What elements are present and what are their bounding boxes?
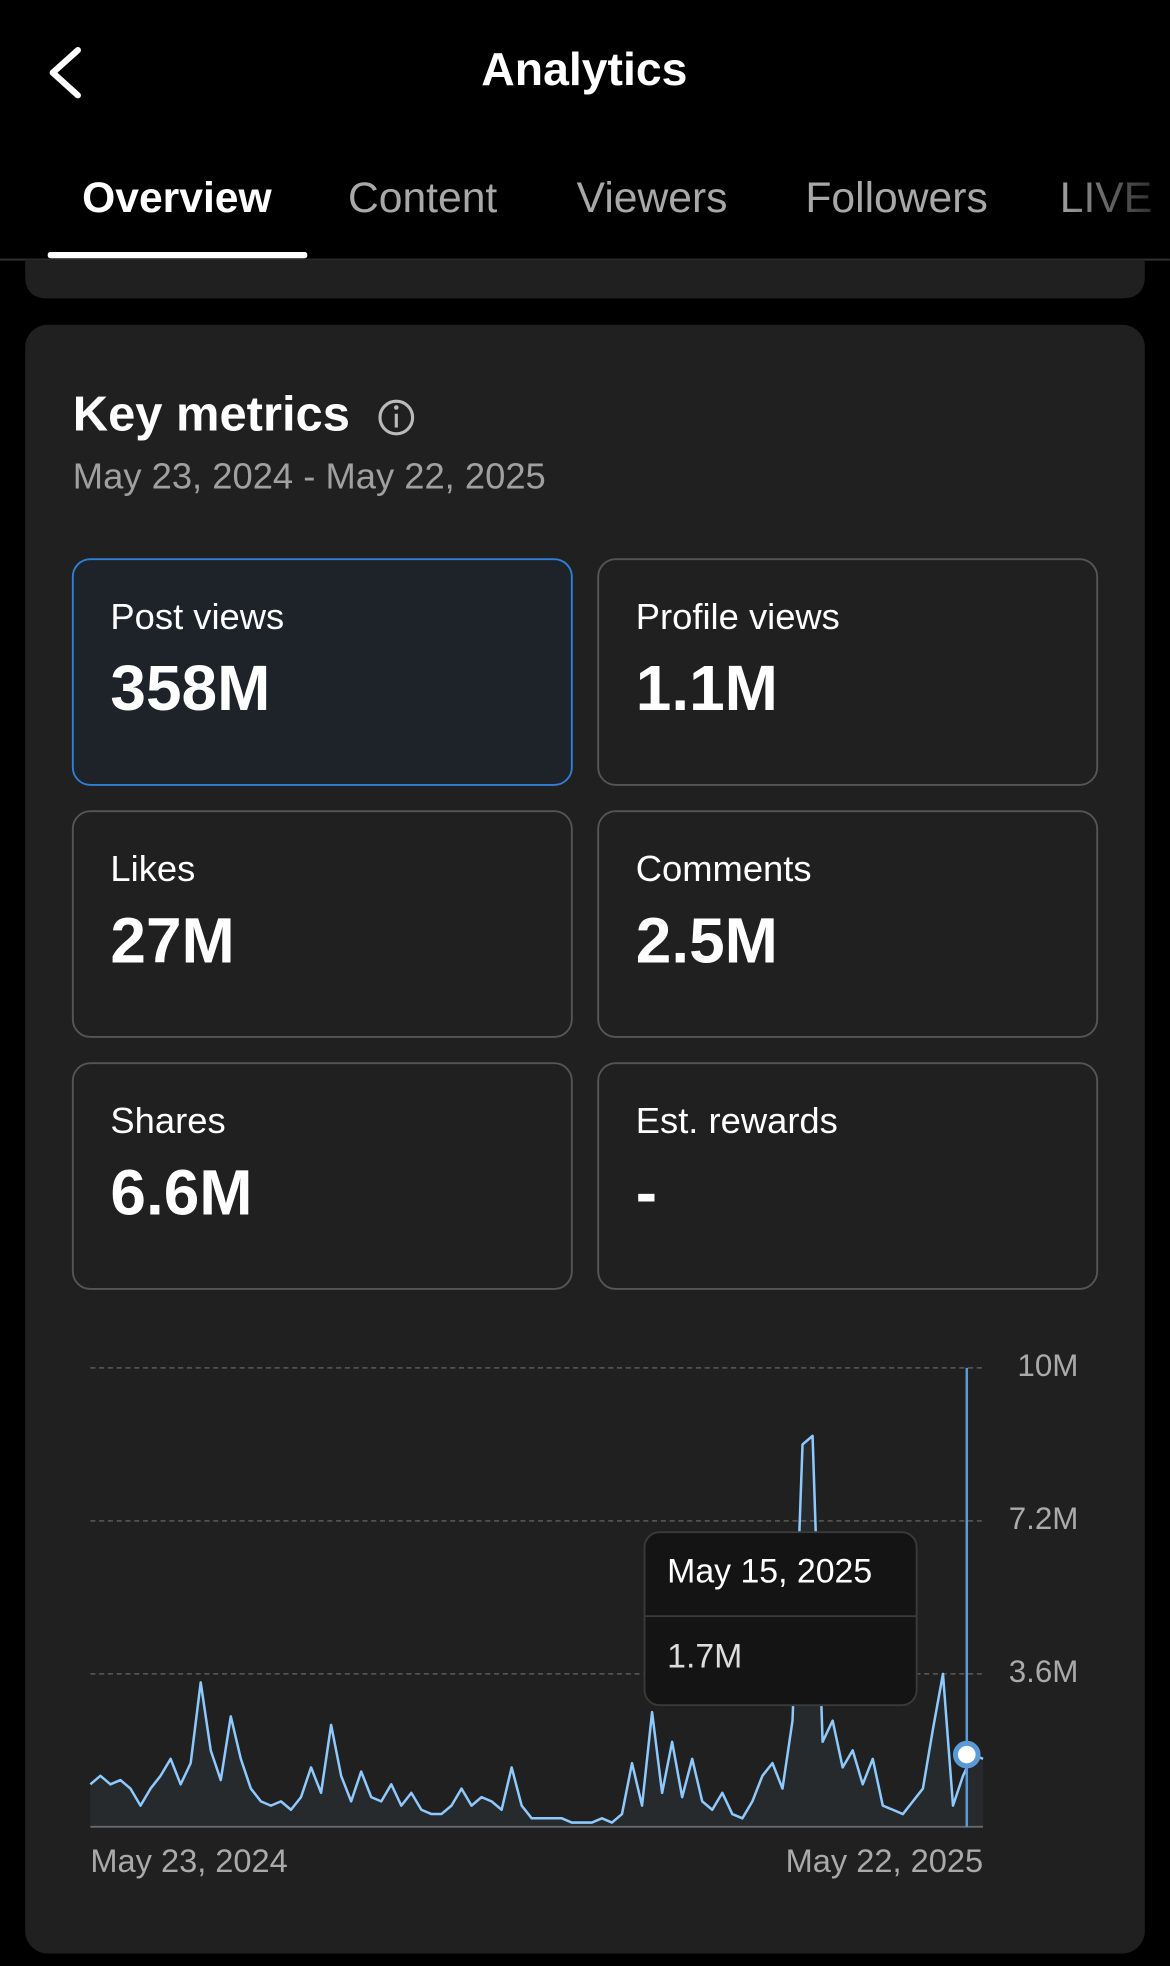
metric-card[interactable]: [71, 810, 573, 1038]
previous-card: [25, 259, 1145, 299]
info-icon[interactable]: [378, 399, 415, 436]
cursor-marker: [952, 1740, 981, 1769]
tooltip-date: May 15, 2025: [667, 1552, 872, 1590]
section-title: Key metrics: [73, 387, 350, 441]
y-tick-label: 10M: [1017, 1348, 1078, 1383]
tab[interactable]: Content: [348, 174, 497, 222]
metric-label: Est. rewards: [636, 1100, 838, 1141]
metric-label: Post views: [110, 596, 284, 637]
back-button[interactable]: [49, 47, 81, 99]
metric-value: 6.6M: [110, 1156, 252, 1228]
tooltip-value: 1.7M: [667, 1638, 742, 1676]
tooltip: [643, 1531, 918, 1707]
tab[interactable]: Overview: [82, 174, 272, 222]
metric-value: 27M: [110, 904, 234, 976]
metric-value: 2.5M: [636, 904, 778, 976]
metric-card[interactable]: [597, 558, 1099, 786]
tab[interactable]: Viewers: [577, 174, 728, 222]
metric-card[interactable]: [597, 1062, 1099, 1290]
metric-card[interactable]: [71, 1062, 573, 1290]
y-tick-label: 3.6M: [1009, 1654, 1079, 1689]
tab-bar: OverviewContentViewersFollowersLIVE: [47, 174, 1152, 259]
metric-label: Profile views: [636, 596, 840, 637]
line: [89, 1434, 984, 1824]
date-range: May 23, 2024 - May 22, 2025: [73, 456, 546, 497]
metric-value: 1.1M: [636, 652, 778, 724]
metric-value: -: [636, 1156, 657, 1228]
metric-card[interactable]: [597, 810, 1099, 1038]
x-tick-label: May 22, 2025: [786, 1842, 983, 1879]
metric-card[interactable]: [71, 558, 573, 786]
metric-grid: Post views 358M Profile views 1.1M Likes 27M C…: [71, 558, 1099, 1290]
y-tick-label: 7.2M: [1009, 1501, 1079, 1536]
metric-value: 358M: [110, 652, 270, 724]
metric-label: Likes: [110, 848, 195, 889]
tab-fade: [1053, 140, 1170, 259]
x-tick-label: May 23, 2024: [90, 1842, 287, 1879]
metric-label: Shares: [110, 1100, 225, 1141]
active-tab-indicator: [47, 252, 308, 259]
tab[interactable]: Followers: [805, 174, 987, 222]
metric-label: Comments: [636, 848, 812, 889]
chart: 3.6M 7.2M 10M May 23, 2024 May 22, 2025 May 1…: [89, 1348, 1079, 1879]
page-title: Analytics: [481, 43, 687, 95]
